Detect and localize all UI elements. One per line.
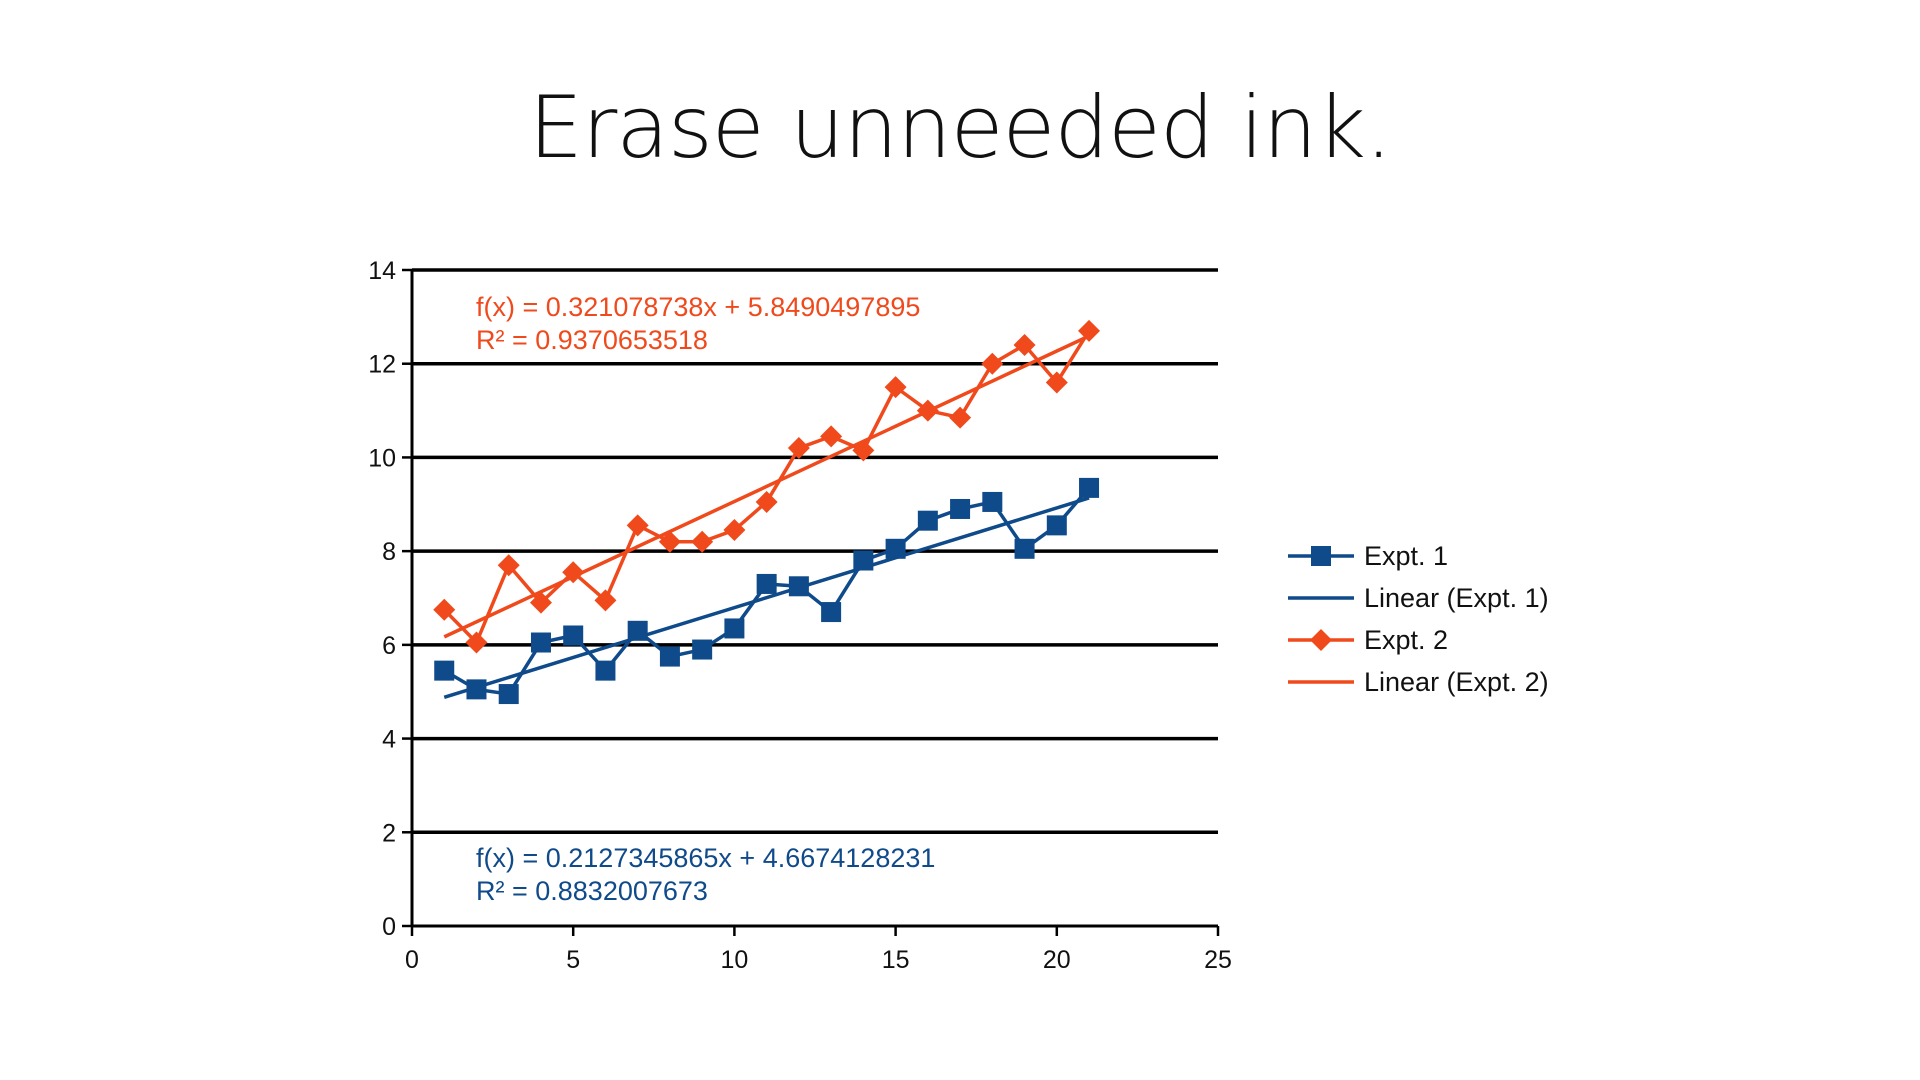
data-point-series-1: [950, 498, 971, 519]
data-point-series-1: [853, 550, 874, 571]
legend-swatch-marker: [1311, 546, 1331, 566]
data-point-series-2: [949, 406, 972, 429]
data-point-series-2: [1013, 333, 1036, 356]
data-point-series-1: [466, 679, 487, 700]
data-point-series-2: [433, 598, 456, 621]
data-series: [433, 319, 1101, 705]
x-tick-label: 0: [405, 946, 419, 974]
data-point-series-2: [820, 425, 843, 448]
data-point-series-1: [1014, 538, 1035, 559]
trendline-r-squared-1: R² = 0.8832007673: [476, 876, 708, 906]
data-point-series-1: [724, 618, 745, 639]
legend-label: Expt. 1: [1364, 541, 1448, 571]
legend-label: Linear (Expt. 2): [1364, 667, 1549, 697]
legend-label: Expt. 2: [1364, 625, 1448, 655]
data-point-series-2: [1045, 371, 1068, 394]
trendline-r-squared-2: R² = 0.9370653518: [476, 325, 708, 355]
data-point-series-2: [981, 352, 1004, 375]
legend: Expt. 1 Linear (Expt. 1) Expt. 2 Linear (Ex…: [1288, 541, 1549, 697]
data-point-series-1: [1079, 477, 1100, 498]
trendline-1: [443, 496, 1090, 700]
data-point-series-1: [1046, 515, 1067, 536]
data-point-series-1: [917, 510, 938, 531]
data-point-series-2: [755, 490, 778, 513]
data-point-series-1: [885, 538, 906, 559]
x-tick-label: 5: [566, 946, 580, 974]
axes: 0 2 4 6 8 10 12 14 0 5 10 15 20 25: [368, 257, 1232, 974]
x-tick-label: 25: [1204, 946, 1232, 974]
data-point-series-1: [434, 660, 455, 681]
y-tick-label: 14: [368, 257, 396, 285]
trendline-2: [443, 334, 1090, 639]
data-point-series-2: [691, 530, 714, 553]
data-point-series-1: [530, 632, 551, 653]
x-tick-label: 20: [1043, 946, 1071, 974]
y-tick-label: 2: [382, 819, 396, 847]
data-point-series-2: [787, 437, 810, 460]
data-point-series-1: [627, 620, 648, 641]
data-point-series-2: [497, 554, 520, 577]
data-point-series-2: [658, 530, 681, 553]
x-tick-label: 15: [882, 946, 910, 974]
data-point-series-2: [465, 631, 488, 654]
data-point-series-2: [884, 376, 907, 399]
data-point-series-1: [821, 602, 842, 623]
data-point-series-2: [626, 514, 649, 537]
data-point-series-2: [852, 439, 875, 462]
data-point-series-1: [756, 573, 777, 594]
y-tick-label: 8: [382, 538, 396, 566]
x-tick-label: 10: [720, 946, 748, 974]
data-point-series-2: [529, 591, 552, 614]
trendline-equation-2: f(x) = 0.321078738x + 5.8490497895: [476, 292, 920, 322]
y-tick-label: 4: [382, 726, 396, 754]
data-point-series-1: [563, 625, 584, 646]
trendlines: [443, 334, 1090, 700]
y-tick-label: 12: [368, 351, 396, 379]
data-point-series-1: [498, 684, 519, 705]
y-tick-label: 10: [368, 444, 396, 472]
slide-title: Erase unneeded ink.: [528, 78, 1393, 178]
data-point-series-2: [916, 399, 939, 422]
data-point-series-1: [692, 639, 713, 660]
legend-swatch-marker: [1310, 629, 1332, 651]
y-tick-label: 6: [382, 632, 396, 660]
data-point-series-2: [723, 519, 746, 542]
legend-label: Linear (Expt. 1): [1364, 583, 1549, 613]
data-point-series-1: [788, 576, 809, 597]
data-point-series-2: [562, 561, 585, 584]
data-point-series-2: [1078, 319, 1101, 342]
data-point-series-1: [659, 646, 680, 667]
data-point-series-1: [982, 491, 1003, 512]
y-tick-label: 0: [382, 913, 396, 941]
trendline-equation-1: f(x) = 0.2127345865x + 4.6674128231: [476, 843, 935, 873]
data-point-series-1: [595, 660, 616, 681]
data-point-series-2: [594, 589, 617, 612]
